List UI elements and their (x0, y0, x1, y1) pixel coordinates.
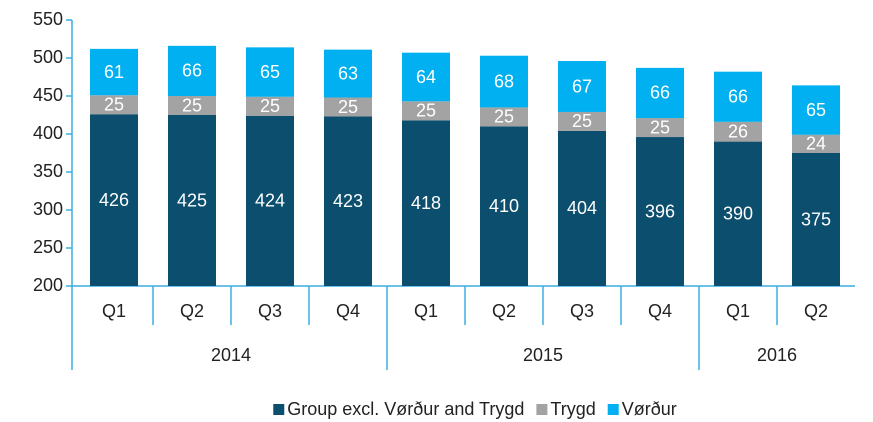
bar-segment (558, 111, 606, 131)
bar-segment (792, 153, 840, 286)
bar-segment (324, 97, 372, 117)
bar-segment (480, 126, 528, 287)
bar-segment (558, 130, 606, 286)
legend-swatch (607, 404, 619, 415)
legend-swatch (536, 404, 548, 415)
value-label: 426 (99, 190, 129, 210)
y-tick-label: 350 (33, 161, 63, 181)
bar-segment (246, 96, 294, 116)
bar-segment (168, 115, 216, 286)
bar-segment (636, 118, 684, 138)
value-label: 66 (182, 61, 202, 81)
bar-segment (714, 121, 762, 142)
x-tick-label: Q1 (102, 301, 126, 321)
value-label: 25 (650, 117, 670, 137)
bar-segment (402, 120, 450, 286)
y-tick-label: 550 (33, 9, 63, 29)
legend-label: Vørður (622, 399, 677, 419)
legend-label: Trygd (550, 399, 595, 419)
value-label: 423 (333, 191, 363, 211)
value-label: 396 (645, 201, 675, 221)
legend-label: Group excl. Vørður and Trygd (287, 399, 524, 419)
bar-segment (324, 49, 372, 98)
value-label: 375 (801, 209, 831, 229)
value-label: 25 (338, 97, 358, 117)
bar-segment (714, 71, 762, 122)
y-tick-label: 200 (33, 275, 63, 295)
bar-segment (636, 137, 684, 286)
bar-segment (792, 85, 840, 135)
value-label: 68 (494, 71, 514, 91)
value-label: 64 (416, 67, 436, 87)
bar-segment (792, 134, 840, 153)
bar-segment (90, 114, 138, 287)
value-label: 25 (260, 96, 280, 116)
value-label: 425 (177, 190, 207, 210)
bar-segment (636, 67, 684, 119)
y-tick-label: 450 (33, 85, 63, 105)
y-tick-label: 400 (33, 123, 63, 143)
legend-swatch (273, 404, 285, 415)
value-label: 63 (338, 63, 358, 83)
bar-segment (168, 45, 216, 96)
value-label: 424 (255, 191, 285, 211)
value-label: 66 (728, 87, 748, 107)
value-label: 65 (260, 62, 280, 82)
x-tick-label: Q1 (414, 301, 438, 321)
y-tick-label: 250 (33, 237, 63, 257)
x-tick-label: Q1 (726, 301, 750, 321)
x-tick-label: Q3 (570, 301, 594, 321)
group-label: 2014 (211, 345, 251, 365)
x-tick-label: Q4 (336, 301, 360, 321)
value-label: 25 (104, 94, 124, 114)
bar-segment (480, 107, 528, 127)
value-label: 410 (489, 196, 519, 216)
bar-segment (246, 47, 294, 97)
value-label: 418 (411, 193, 441, 213)
y-tick-label: 500 (33, 47, 63, 67)
bar-segment (90, 48, 138, 96)
value-label: 25 (494, 107, 514, 127)
bar-segment (168, 96, 216, 115)
bar-segment (558, 61, 606, 112)
x-tick-label: Q3 (258, 301, 282, 321)
y-tick-label: 300 (33, 199, 63, 219)
bar-segment (402, 101, 450, 121)
bar-segment (90, 95, 138, 115)
group-label: 2016 (757, 345, 797, 365)
value-label: 65 (806, 100, 826, 120)
value-label: 25 (572, 111, 592, 131)
x-tick-label: Q2 (492, 301, 516, 321)
value-label: 24 (806, 134, 826, 154)
bar-segment (324, 116, 372, 287)
value-label: 25 (182, 95, 202, 115)
value-label: 61 (104, 62, 124, 82)
group-label: 2015 (523, 345, 563, 365)
bar-segment (246, 115, 294, 286)
bar-segment (480, 55, 528, 108)
bar-segment (402, 52, 450, 102)
value-label: 66 (650, 83, 670, 103)
value-label: 25 (416, 101, 436, 121)
value-label: 404 (567, 198, 597, 218)
bar-segment (714, 141, 762, 286)
value-label: 26 (728, 121, 748, 141)
value-label: 390 (723, 204, 753, 224)
value-label: 67 (572, 76, 592, 96)
x-tick-label: Q4 (648, 301, 672, 321)
x-tick-label: Q2 (180, 301, 204, 321)
x-tick-label: Q2 (804, 301, 828, 321)
